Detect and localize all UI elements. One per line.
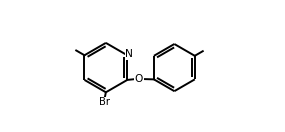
Text: Br: Br [99, 97, 110, 107]
Text: N: N [125, 49, 133, 59]
Text: O: O [135, 74, 143, 84]
